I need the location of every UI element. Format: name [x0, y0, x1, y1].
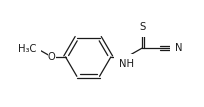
- Text: H₃C: H₃C: [18, 44, 36, 54]
- Text: S: S: [138, 22, 144, 32]
- Text: N: N: [174, 43, 181, 53]
- Text: O: O: [48, 52, 55, 62]
- Text: NH: NH: [119, 59, 133, 69]
